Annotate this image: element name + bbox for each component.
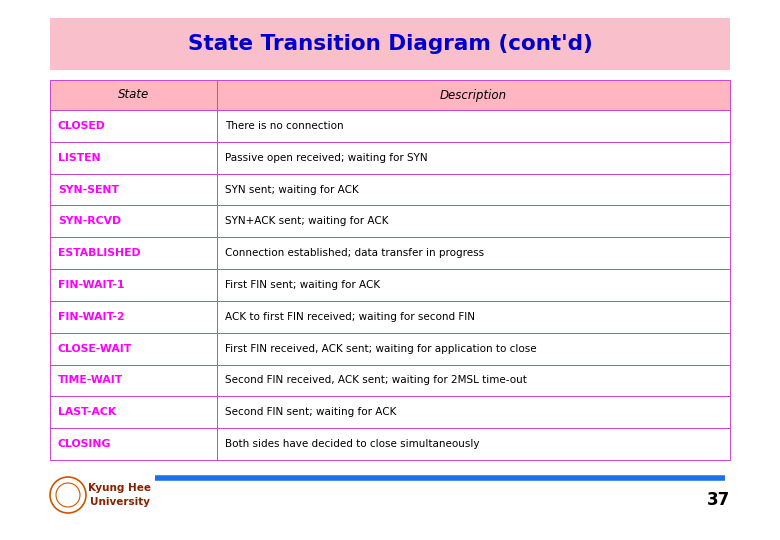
- Bar: [217, 205, 730, 237]
- Bar: [217, 142, 730, 174]
- Text: SYN-RCVD: SYN-RCVD: [58, 217, 121, 226]
- Bar: [50, 142, 217, 174]
- Bar: [50, 269, 217, 301]
- Text: Description: Description: [440, 89, 507, 102]
- Text: ESTABLISHED: ESTABLISHED: [58, 248, 140, 258]
- Text: FIN-WAIT-1: FIN-WAIT-1: [58, 280, 125, 290]
- Bar: [217, 110, 730, 142]
- Bar: [50, 428, 217, 460]
- Bar: [217, 174, 730, 205]
- Text: 37: 37: [707, 491, 730, 509]
- Text: Connection established; data transfer in progress: Connection established; data transfer in…: [225, 248, 484, 258]
- Bar: [50, 110, 217, 142]
- Text: LISTEN: LISTEN: [58, 153, 101, 163]
- Text: SYN sent; waiting for ACK: SYN sent; waiting for ACK: [225, 185, 358, 194]
- Bar: [50, 174, 217, 205]
- Text: Kyung Hee
University: Kyung Hee University: [88, 483, 151, 507]
- Bar: [50, 205, 217, 237]
- Text: CLOSING: CLOSING: [58, 439, 112, 449]
- Bar: [217, 237, 730, 269]
- Bar: [217, 333, 730, 364]
- Text: State: State: [118, 89, 149, 102]
- Text: Passive open received; waiting for SYN: Passive open received; waiting for SYN: [225, 153, 427, 163]
- Text: SYN+ACK sent; waiting for ACK: SYN+ACK sent; waiting for ACK: [225, 217, 388, 226]
- Bar: [217, 428, 730, 460]
- Bar: [217, 80, 730, 110]
- Text: TIME-WAIT: TIME-WAIT: [58, 375, 123, 386]
- Text: CLOSED: CLOSED: [58, 121, 106, 131]
- Bar: [50, 80, 217, 110]
- Bar: [50, 237, 217, 269]
- Text: Second FIN received, ACK sent; waiting for 2MSL time-out: Second FIN received, ACK sent; waiting f…: [225, 375, 526, 386]
- Bar: [217, 396, 730, 428]
- Bar: [217, 269, 730, 301]
- Bar: [50, 333, 217, 364]
- Text: FIN-WAIT-2: FIN-WAIT-2: [58, 312, 125, 322]
- Text: ACK to first FIN received; waiting for second FIN: ACK to first FIN received; waiting for s…: [225, 312, 474, 322]
- Text: Both sides have decided to close simultaneously: Both sides have decided to close simulta…: [225, 439, 479, 449]
- Text: LAST-ACK: LAST-ACK: [58, 407, 116, 417]
- Text: State Transition Diagram (cont'd): State Transition Diagram (cont'd): [187, 34, 593, 54]
- Bar: [50, 301, 217, 333]
- Bar: [217, 301, 730, 333]
- Text: First FIN received, ACK sent; waiting for application to close: First FIN received, ACK sent; waiting fo…: [225, 343, 536, 354]
- Text: There is no connection: There is no connection: [225, 121, 343, 131]
- Text: Second FIN sent; waiting for ACK: Second FIN sent; waiting for ACK: [225, 407, 396, 417]
- Text: First FIN sent; waiting for ACK: First FIN sent; waiting for ACK: [225, 280, 380, 290]
- Text: CLOSE-WAIT: CLOSE-WAIT: [58, 343, 133, 354]
- Bar: [50, 364, 217, 396]
- Bar: [50, 396, 217, 428]
- Bar: [217, 364, 730, 396]
- Text: SYN-SENT: SYN-SENT: [58, 185, 119, 194]
- Bar: [50, 18, 730, 70]
